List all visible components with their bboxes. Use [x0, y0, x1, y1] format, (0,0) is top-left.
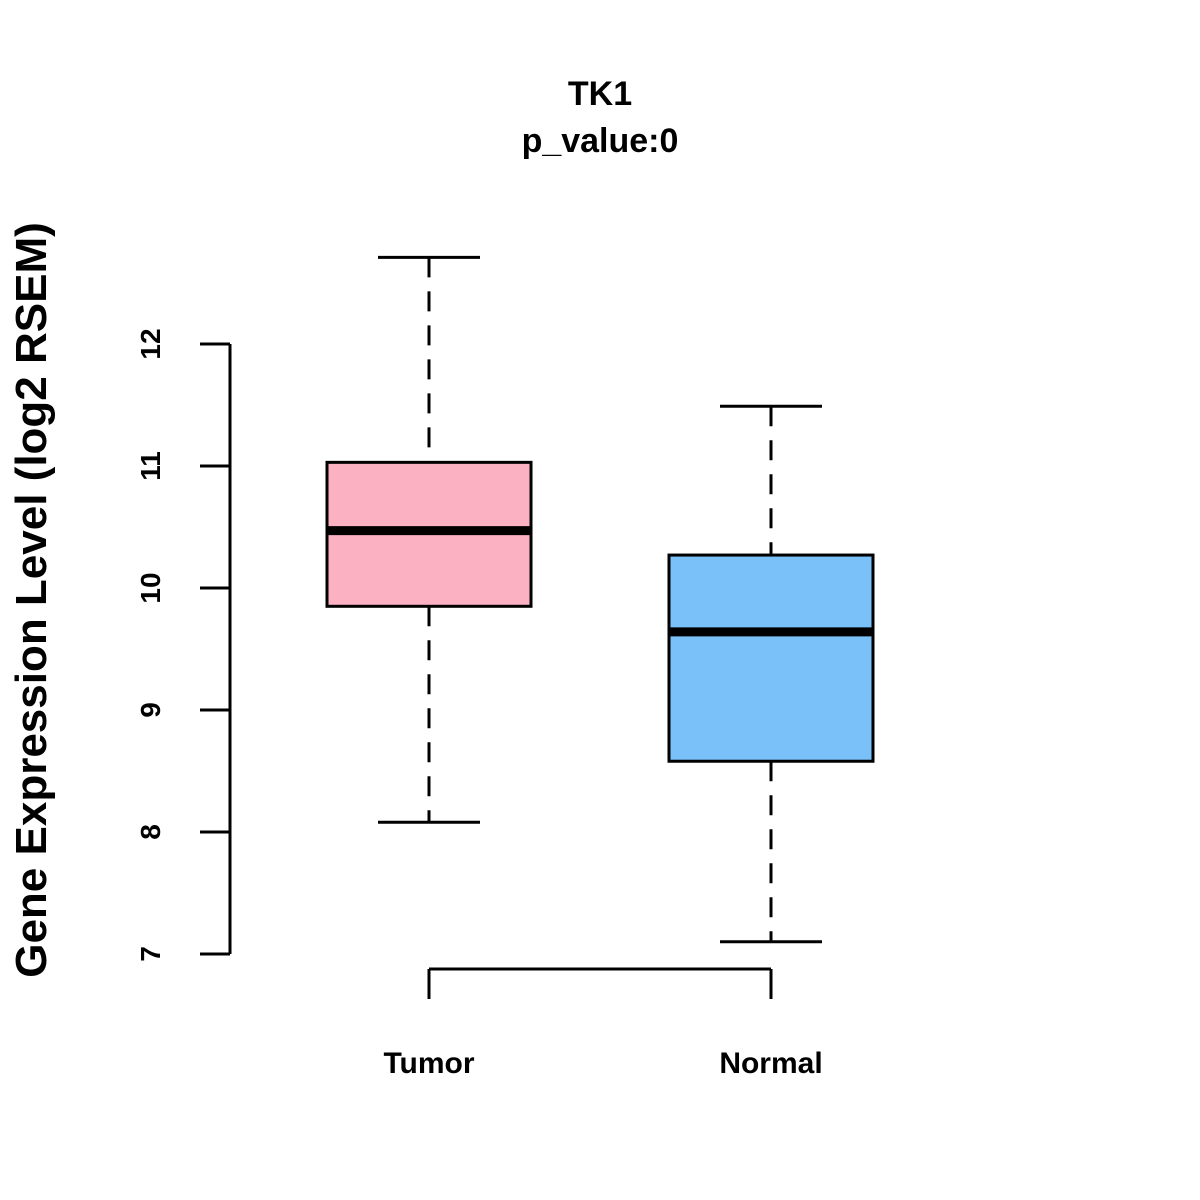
box-tumor [325, 255, 533, 824]
y-tick-label: 10 [135, 572, 166, 603]
y-tick-label: 8 [135, 824, 166, 840]
box-normal [667, 404, 875, 944]
y-tick-label: 7 [135, 946, 166, 962]
x-axis: Tumor Normal [383, 967, 823, 1080]
chart-subtitle: p_value:0 [522, 122, 679, 160]
y-tick-label: 9 [135, 702, 166, 718]
x-tick-label-normal: Normal [719, 1047, 822, 1080]
y-tick-label: 12 [135, 328, 166, 359]
y-axis-label: Gene Expression Level (log2 RSEM) [7, 222, 56, 978]
chart-title: TK1 [568, 75, 632, 113]
y-tick-label: 11 [135, 451, 166, 481]
boxes [325, 255, 875, 944]
iqr-box [667, 553, 875, 763]
x-tick-label-tumor: Tumor [383, 1047, 474, 1080]
y-axis: 7 8 9 10 11 12 [135, 328, 232, 962]
